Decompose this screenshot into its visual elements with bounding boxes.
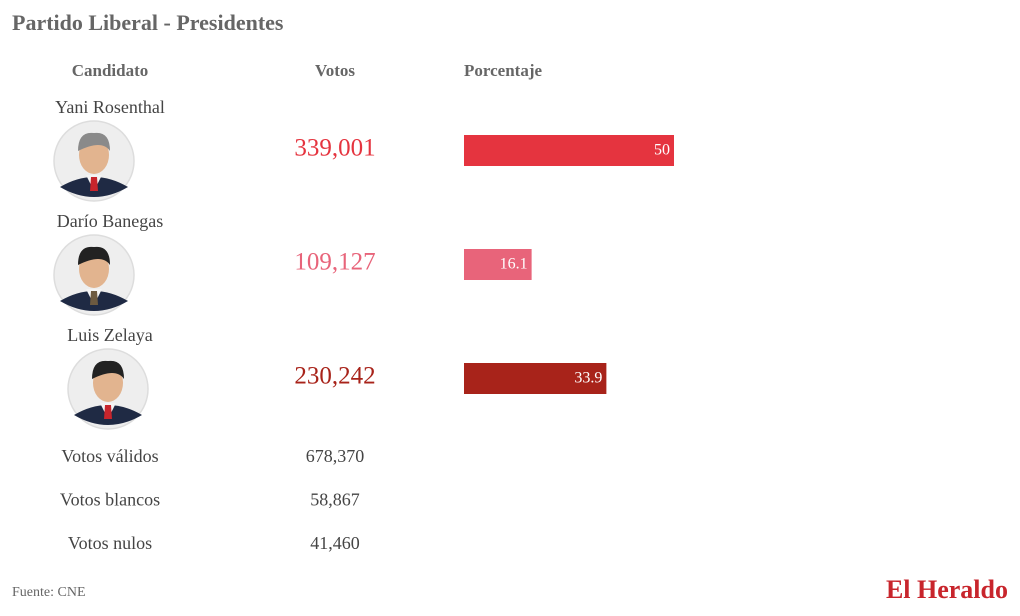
portrait-hair	[78, 132, 110, 151]
total-label: Votos nulos	[68, 533, 152, 553]
column-header: Votos	[315, 61, 355, 80]
bar	[464, 135, 674, 166]
candidate-name: Darío Banegas	[57, 211, 163, 231]
portrait-tie	[104, 405, 112, 419]
portrait-tie	[90, 291, 98, 305]
votes: 109,127	[294, 249, 375, 276]
portrait-tie	[90, 177, 98, 191]
brand: El Heraldo	[886, 575, 1008, 604]
portrait	[53, 234, 135, 316]
bar-label: 33.9	[574, 370, 602, 387]
column-header: Porcentaje	[464, 61, 542, 80]
bar-label: 50	[654, 142, 670, 159]
bar-label: 16.1	[500, 256, 528, 273]
total-value: 58,867	[310, 490, 360, 510]
source: Fuente: CNE	[12, 585, 86, 600]
portrait	[67, 348, 149, 430]
total-label: Votos válidos	[61, 446, 158, 466]
bar	[464, 249, 532, 280]
total-value: 678,370	[306, 446, 365, 466]
column-header: Candidato	[72, 61, 149, 80]
votes: 339,001	[294, 135, 375, 162]
portrait-hair	[78, 246, 110, 265]
candidate-name: Yani Rosenthal	[55, 97, 165, 117]
portrait	[53, 120, 135, 202]
portrait-hair	[92, 360, 124, 379]
title: Partido Liberal - Presidentes	[12, 10, 284, 35]
total-label: Votos blancos	[60, 490, 160, 510]
candidate-name: Luis Zelaya	[67, 325, 152, 345]
votes: 230,242	[294, 363, 375, 390]
bar	[464, 363, 607, 394]
total-value: 41,460	[310, 533, 360, 553]
